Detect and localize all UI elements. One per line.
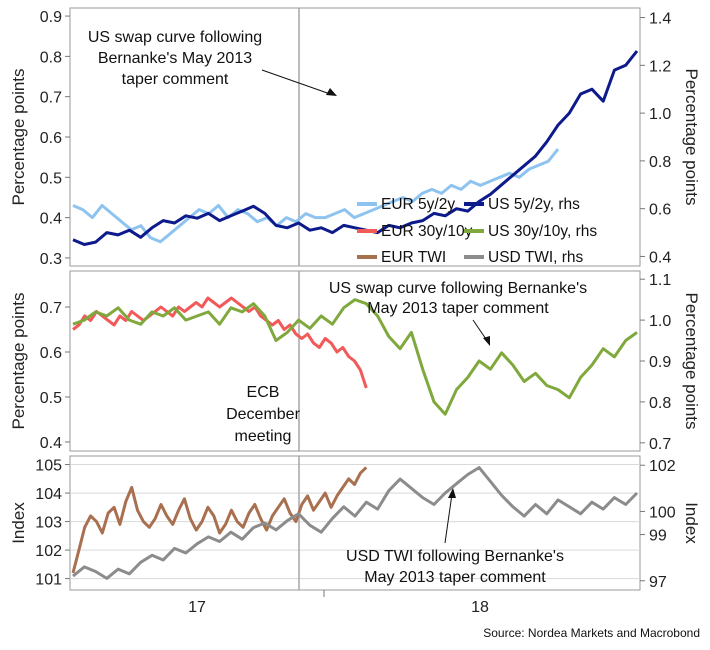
- annotation-text: USD TWI following Bernanke's: [346, 548, 564, 565]
- source-note: Source: Nordea Markets and Macrobond: [483, 626, 700, 640]
- series-line-1-1: [72, 148, 560, 244]
- annotation-text: May 2013 taper comment: [364, 569, 546, 586]
- y-tick-label: 102: [35, 543, 62, 560]
- annotation-arrow: [444, 493, 453, 544]
- x-tick-label: 18: [471, 599, 489, 616]
- annotation-text: taper comment: [122, 71, 229, 88]
- y2-tick-label: 0.8: [649, 154, 671, 171]
- y2-tick-label: 102: [649, 458, 676, 475]
- y-tick-label: 104: [35, 486, 62, 503]
- y2-tick-label: 1.0: [649, 106, 671, 123]
- y-tick-label: 0.4: [40, 435, 62, 452]
- y-tick-label: 0.6: [40, 130, 62, 147]
- x-tick-label: 17: [188, 599, 206, 616]
- y-tick-label: 103: [35, 515, 62, 532]
- y2-axis-label: Percentage points: [682, 292, 701, 429]
- annotation-arrow: [261, 69, 334, 96]
- ecb-label: December: [226, 406, 300, 423]
- y-tick-label: 0.6: [40, 345, 62, 362]
- annotation-text: May 2013 taper comment: [367, 300, 549, 317]
- legend-label: USD TWI, rhs: [488, 249, 584, 266]
- legend-label: US 5y/2y, rhs: [488, 196, 580, 213]
- y2-tick-label: 0.4: [649, 249, 671, 266]
- y2-tick-label: 97: [649, 574, 667, 591]
- y-tick-label: 0.5: [40, 170, 62, 187]
- y2-tick-label: 0.7: [649, 436, 671, 453]
- y-tick-label: 0.4: [40, 211, 62, 228]
- y-tick-label: 0.3: [40, 251, 62, 268]
- y2-tick-label: 0.6: [649, 202, 671, 219]
- panel-frame: [69, 455, 641, 591]
- ecb-label: meeting: [235, 428, 292, 445]
- series-line-1-2: [72, 50, 639, 246]
- y2-tick-label: 1.2: [649, 58, 671, 75]
- legend-label: EUR TWI: [381, 249, 446, 266]
- series-line-2-2: [72, 298, 638, 416]
- series-line-2-1: [72, 296, 368, 389]
- annotation-arrowhead: [326, 88, 337, 96]
- annotation-arrowhead: [448, 488, 456, 498]
- y-axis-label: Percentage points: [9, 68, 28, 205]
- y2-tick-label: 0.8: [649, 395, 671, 412]
- y-axis-label: Index: [9, 502, 28, 544]
- y-tick-label: 0.9: [40, 9, 62, 26]
- annotation-text: US swap curve following Bernanke's: [329, 280, 587, 297]
- legend-label: US 30y/10y, rhs: [488, 223, 597, 240]
- y-tick-label: 0.7: [40, 90, 62, 107]
- y2-tick-label: 99: [649, 528, 667, 545]
- annotation-arrowhead: [483, 336, 490, 346]
- y2-tick-label: 1.1: [649, 272, 671, 289]
- y-tick-label: 101: [35, 572, 62, 589]
- y2-tick-label: 1.0: [649, 313, 671, 330]
- y2-tick-label: 100: [649, 504, 676, 521]
- y2-tick-label: 1.4: [649, 11, 671, 28]
- annotation-text: Bernanke's May 2013: [98, 50, 252, 67]
- y2-axis-label: Percentage points: [682, 68, 701, 205]
- y-tick-label: 0.5: [40, 390, 62, 407]
- y2-tick-label: 0.9: [649, 354, 671, 371]
- y-tick-label: 105: [35, 458, 62, 475]
- y-tick-label: 0.8: [40, 49, 62, 66]
- y-axis-label: Percentage points: [9, 292, 28, 429]
- y-tick-label: 0.7: [40, 300, 62, 317]
- ecb-label: ECB: [247, 384, 280, 401]
- legend-label: EUR 5y/2y: [381, 196, 455, 213]
- series-line-3-1: [71, 466, 368, 574]
- legend-label: EUR 30y/10y: [381, 223, 473, 240]
- annotation-text: US swap curve following: [88, 29, 262, 46]
- series-line-3-2: [72, 466, 639, 580]
- y2-axis-label: Index: [682, 502, 701, 544]
